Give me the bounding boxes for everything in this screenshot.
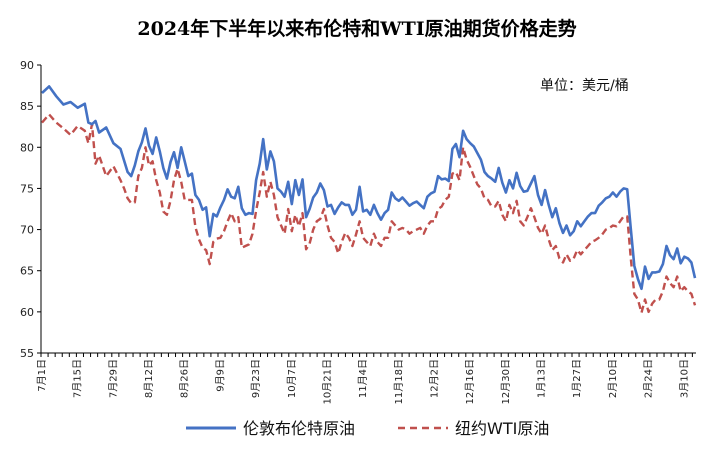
x-tick-label: 10月21日	[321, 359, 333, 404]
y-tick-label: 85	[20, 100, 34, 113]
chart-title: 2024年下半年以来布伦特和WTI原油期货价格走势	[137, 18, 577, 40]
legend-label-brent: 伦敦布伦特原油	[243, 419, 355, 438]
x-tick-label: 8月26日	[179, 359, 191, 398]
x-tick-label: 12月16日	[464, 359, 476, 404]
series-line-wti	[41, 113, 697, 314]
y-tick-label: 75	[20, 182, 34, 195]
x-tick-label: 12月30日	[500, 359, 512, 404]
y-tick-label: 70	[20, 224, 34, 237]
x-tick-label: 8月12日	[143, 359, 155, 398]
x-tick-label: 11月18日	[393, 359, 405, 404]
series-line-brent	[41, 85, 697, 291]
x-tick-label: 2月10日	[607, 359, 619, 398]
x-tick-label: 1月27日	[571, 359, 583, 398]
x-tick-label: 10月7日	[286, 359, 298, 398]
y-tick-label: 80	[20, 141, 34, 154]
y-tick-label: 60	[20, 306, 34, 319]
chart-axes: 55 60 65 70 75 80 85 90 7月1日 7月15日 7月29日 8月12日 8月26日…	[20, 59, 714, 404]
x-tick-label: 9月23日	[250, 359, 262, 398]
y-tick-label: 55	[20, 347, 34, 360]
x-tick-label: 3月10日	[678, 359, 690, 398]
x-tick-label: 12月2日	[429, 359, 441, 398]
x-tick-label: 9月9日	[214, 359, 226, 392]
x-tick-label: 1月13日	[536, 359, 548, 398]
x-tick-label: 7月1日	[36, 359, 48, 392]
unit-label: 单位：美元/桶	[540, 78, 629, 94]
x-tick-label: 11月4日	[357, 359, 369, 398]
legend-label-wti: 纽约WTI原油	[455, 419, 549, 438]
y-tick-label: 65	[20, 265, 34, 278]
x-tick-label: 2月24日	[643, 359, 655, 398]
x-tick-label: 7月15日	[72, 359, 84, 398]
y-tick-label: 90	[20, 59, 34, 72]
x-tick-label: 7月29日	[107, 359, 119, 398]
legend: 伦敦布伦特原油 纽约WTI原油	[186, 419, 549, 438]
series-layer	[41, 85, 697, 314]
